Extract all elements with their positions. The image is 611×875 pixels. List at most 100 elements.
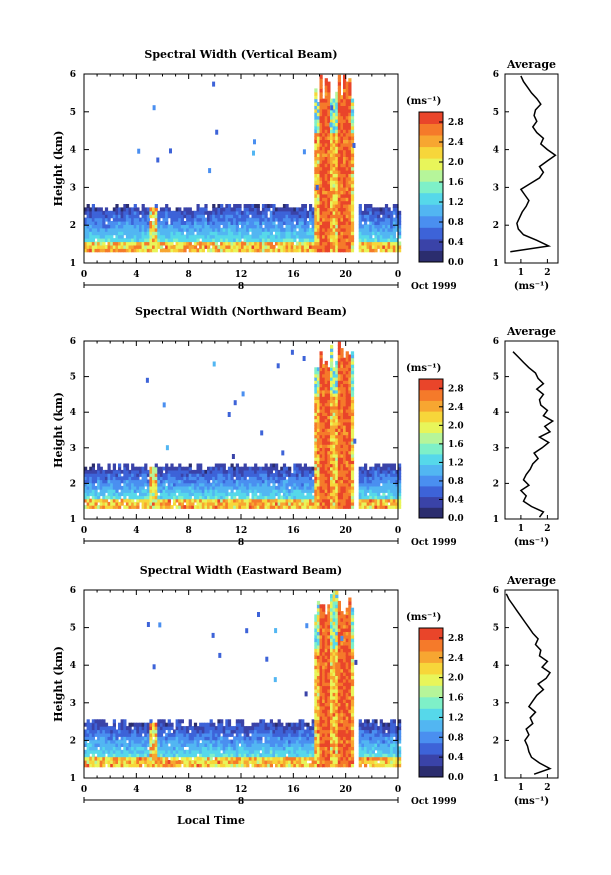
heatmap-cell xyxy=(330,428,334,432)
heatmap-cell xyxy=(201,210,205,215)
heatmap-cell xyxy=(139,760,143,764)
heatmap-cell xyxy=(188,743,192,747)
heatmap-cell xyxy=(337,367,341,372)
heatmap-cell xyxy=(212,732,216,737)
heatmap-cell xyxy=(293,489,297,493)
heatmap-cell xyxy=(107,732,111,737)
heatmap-cell xyxy=(128,753,132,758)
heatmap-cell xyxy=(204,739,208,744)
heatmap-cell xyxy=(154,756,158,761)
heatmap-cell xyxy=(125,479,130,484)
heatmap-cell xyxy=(139,473,143,477)
heatmap-cell xyxy=(99,732,103,737)
heatmap-cell xyxy=(141,485,145,490)
heatmap-cell xyxy=(84,227,88,232)
heatmap-cell xyxy=(345,197,349,202)
heatmap-cell xyxy=(154,482,158,487)
heatmap-cell xyxy=(330,132,334,137)
heatmap-cell xyxy=(322,98,326,103)
heatmap-cell xyxy=(335,112,339,117)
heatmap-cell xyxy=(337,149,341,154)
heatmap-cell xyxy=(178,473,182,477)
heatmap-cell xyxy=(199,224,203,229)
heatmap-cell xyxy=(133,469,137,474)
heatmap-cell xyxy=(350,431,355,436)
heatmap-cell xyxy=(186,466,190,471)
heatmap-cell xyxy=(337,231,341,236)
heatmap-cell xyxy=(345,193,349,198)
heatmap-cell xyxy=(332,136,336,140)
heatmap-cell xyxy=(324,224,328,229)
heatmap-cell xyxy=(246,214,250,219)
heatmap-cell xyxy=(348,207,352,212)
heatmap-cell xyxy=(345,88,349,93)
heatmap-cell xyxy=(335,132,339,137)
heatmap-cell xyxy=(345,498,349,503)
heatmap-cell xyxy=(348,166,352,171)
heatmap-cell xyxy=(118,469,122,474)
heatmap-cell xyxy=(275,234,279,239)
heatmap-cell xyxy=(110,241,114,246)
heatmap-cell xyxy=(212,238,216,243)
heatmap-cell xyxy=(335,102,339,106)
heatmap-cell xyxy=(186,473,190,477)
heatmap-cell xyxy=(178,479,182,484)
heatmap-cell xyxy=(348,105,352,110)
heatmap-cell xyxy=(107,244,111,249)
heatmap-cell xyxy=(395,473,399,477)
heatmap-cell xyxy=(115,482,119,487)
heatmap-cell xyxy=(136,210,140,215)
heatmap-cell xyxy=(369,210,373,215)
heatmap-cell xyxy=(123,729,127,734)
heatmap-cell xyxy=(332,412,336,416)
heatmap-cell xyxy=(183,726,187,731)
heatmap-cell xyxy=(102,505,106,509)
heatmap-cell xyxy=(395,207,399,212)
heatmap-cell xyxy=(188,763,192,768)
heatmap-cell xyxy=(251,479,255,484)
heatmap-cell xyxy=(118,753,122,758)
heatmap-cell xyxy=(214,498,218,503)
heatmap-cell xyxy=(201,495,205,500)
heatmap-cell xyxy=(275,479,279,484)
heatmap-cell xyxy=(303,227,307,232)
heatmap-cell xyxy=(316,132,321,137)
heatmap-cell xyxy=(319,132,323,137)
heatmap-cell xyxy=(379,495,383,500)
heatmap-cell xyxy=(345,105,349,110)
heatmap-cell xyxy=(335,453,339,458)
heatmap-cell xyxy=(227,231,232,236)
heatmap-cell xyxy=(212,485,216,490)
heatmap-cell xyxy=(324,389,328,394)
heatmap-cell xyxy=(222,231,226,236)
heatmap-cell xyxy=(264,466,268,471)
heatmap-cell xyxy=(280,473,284,477)
heatmap-cell xyxy=(214,207,218,212)
heatmap-cell xyxy=(382,214,386,219)
heatmap-cell xyxy=(366,489,370,493)
heatmap-cell xyxy=(99,466,103,471)
heatmap-cell xyxy=(316,221,321,225)
heatmap-cell xyxy=(293,492,297,497)
heatmap-cell xyxy=(322,115,326,120)
heatmap-cell xyxy=(348,396,352,400)
heatmap-cell xyxy=(267,489,271,493)
heatmap-cell xyxy=(146,469,150,474)
heatmap-cell xyxy=(371,473,375,477)
heatmap-cell xyxy=(295,463,300,468)
heatmap-cell xyxy=(322,193,326,198)
heatmap-cell xyxy=(191,501,195,506)
heatmap-cell xyxy=(337,98,341,103)
heatmap-cell xyxy=(120,244,124,249)
heatmap-cell xyxy=(254,210,258,215)
heatmap-cell xyxy=(91,753,95,758)
heatmap-cell xyxy=(84,231,88,236)
heatmap-cell xyxy=(196,746,200,751)
heatmap-cell xyxy=(269,473,273,477)
heatmap-cell xyxy=(319,485,323,490)
heatmap-cell xyxy=(343,441,347,445)
heatmap-cell xyxy=(86,214,90,219)
heatmap-cell xyxy=(139,231,143,236)
heatmap-cell xyxy=(366,482,370,487)
heatmap-cell xyxy=(395,476,399,481)
